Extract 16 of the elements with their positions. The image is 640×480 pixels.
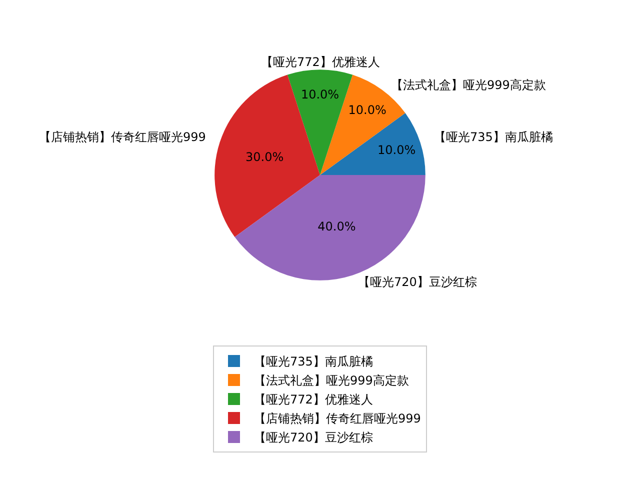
legend-label: 【哑光735】南瓜脏橘: [254, 354, 373, 369]
data-label: 40.0%: [318, 219, 356, 234]
slice-label: 【法式礼盒】哑光999高定款: [391, 78, 546, 92]
slice-label: 【店铺热销】传奇红唇哑光999: [39, 130, 206, 144]
slice-label: 【哑光772】优雅迷人: [261, 55, 380, 69]
slice-label: 【哑光735】南瓜脏橘: [434, 130, 553, 144]
data-label: 10.0%: [378, 143, 416, 158]
data-label: 30.0%: [246, 150, 284, 164]
data-label: 10.0%: [348, 102, 386, 117]
legend-label: 【店铺热销】传奇红唇哑光999: [254, 412, 421, 426]
data-label: 10.0%: [300, 87, 340, 102]
legend-label: 【哑光720】豆沙红棕: [254, 430, 373, 445]
legend-label: 【哑光772】优雅迷人: [254, 392, 373, 407]
legend-label: 【法式礼盒】哑光999高定款: [254, 374, 409, 388]
pie-slice: [320, 113, 426, 175]
slice-label: 【哑光720】豆沙红棕: [358, 275, 477, 289]
